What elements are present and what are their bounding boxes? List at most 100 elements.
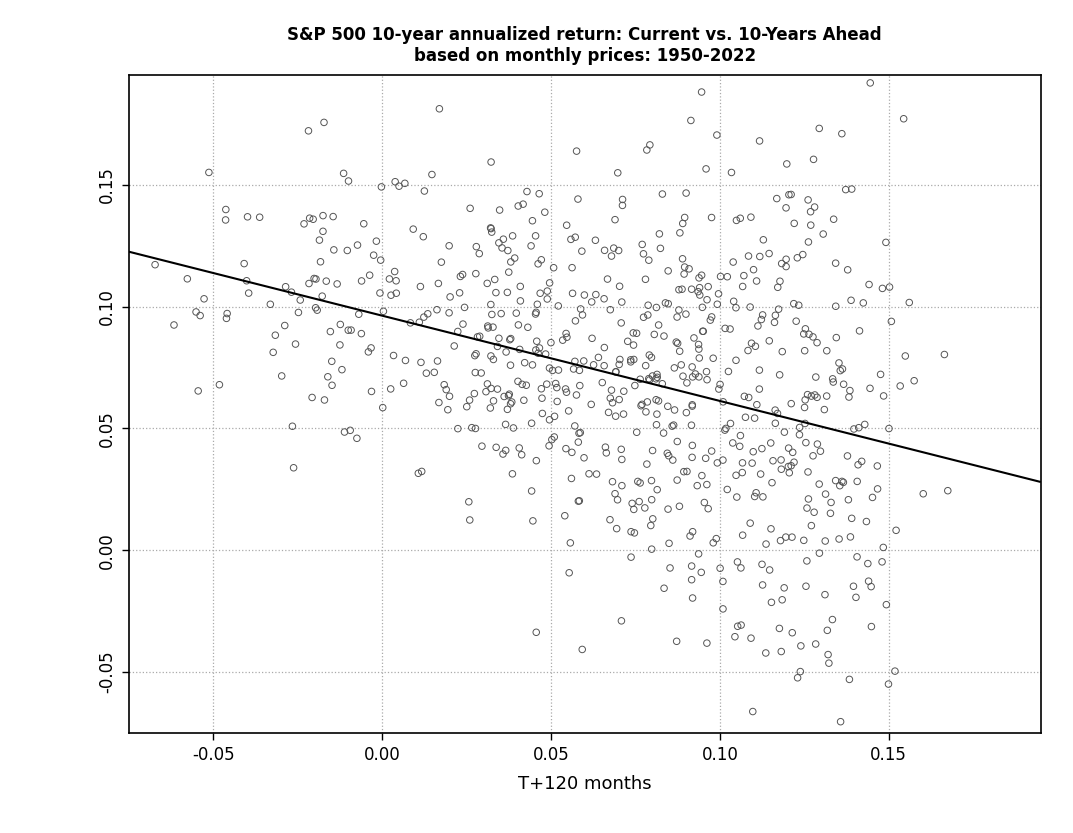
Point [541,439,558,452]
Point [751,250,768,263]
Point [309,303,326,317]
Point [385,349,402,362]
Point [504,421,521,435]
Point [843,511,861,525]
Point [671,500,688,513]
Point [467,366,484,379]
Point [797,322,814,336]
Point [606,213,623,227]
Point [648,483,665,496]
Point [886,665,903,678]
Point [634,237,651,251]
Point [607,366,624,379]
Point [808,391,825,404]
Point [467,421,484,435]
Point [792,665,809,678]
Point [632,399,649,412]
Point [666,403,684,416]
Point [835,476,852,489]
Point [558,218,575,232]
Point [539,284,556,297]
Point [355,217,372,231]
Point [773,453,790,466]
Point [691,288,708,302]
Point [626,503,643,516]
Point [339,244,356,257]
Point [628,327,645,340]
Point [769,281,787,294]
Point [500,389,517,402]
Point [523,484,540,497]
Point [363,385,380,398]
Point [441,307,458,320]
Point [843,182,861,196]
Point [753,557,770,571]
Point [611,358,628,372]
Point [708,532,725,546]
Point [491,203,509,217]
Point [217,203,234,217]
Point [300,277,318,290]
Point [438,383,455,397]
Point [563,261,580,274]
Point [673,358,690,372]
Point [626,353,643,367]
Point [682,418,700,431]
Point [515,394,532,407]
Point [420,307,437,321]
Point [699,636,716,650]
Point [684,282,701,296]
Point [572,426,589,439]
Point [495,232,512,246]
Point [570,436,587,449]
Point [834,362,851,376]
Point [562,536,579,550]
Point [715,395,732,408]
Point [546,410,563,423]
Point [188,305,205,318]
Point [641,372,658,386]
Point [502,332,519,345]
Point [800,327,818,341]
Point [763,476,780,489]
Point [668,473,686,486]
Point [528,306,545,319]
Point [518,185,535,198]
Point [381,272,398,286]
Point [567,419,584,432]
Point [445,339,462,352]
Point [341,424,358,437]
Point [511,342,528,356]
Point [659,446,676,460]
Point [768,192,785,205]
Point [340,174,357,187]
Point [693,469,710,482]
Point [397,354,414,367]
Point [342,323,359,337]
Point [763,522,780,536]
Point [832,364,849,377]
Point [503,396,520,409]
Point [774,345,791,358]
Point [514,377,531,391]
Point [780,460,797,473]
Point [490,237,508,250]
Point [761,334,778,347]
Point [732,212,749,225]
Point [531,287,548,300]
Point [576,288,593,302]
Point [528,335,545,348]
Point [542,336,559,349]
Point [936,348,953,362]
Point [541,413,558,426]
Point [623,496,641,510]
Point [251,211,268,224]
Point [575,451,592,465]
Point [726,630,744,643]
Point [796,416,813,430]
Point [622,525,640,538]
Point [516,356,533,369]
Point [853,455,870,468]
Point [872,367,890,381]
Point [622,355,640,368]
